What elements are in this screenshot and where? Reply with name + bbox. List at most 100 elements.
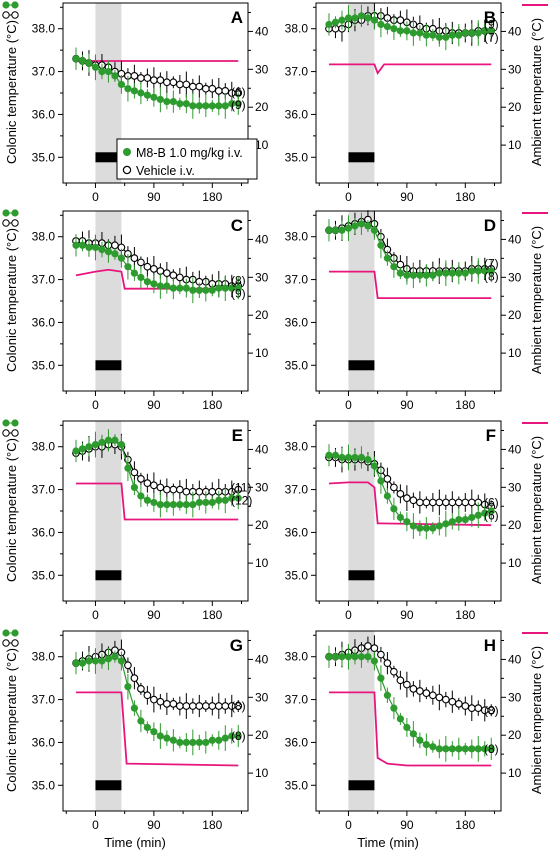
panel-g-treatment-symbol — [11, 629, 19, 637]
panel-f: 35.0 36.0 37.0 38.0 10 20 30 40 0 90 180 (6)(6) F — [285, 420, 548, 622]
panel-f-treatment-point — [370, 462, 379, 470]
panel-d-xtick-label: 0 — [345, 398, 352, 412]
panel-b-treatment-point — [383, 22, 392, 31]
panel-f-xtick-label: 0 — [345, 608, 352, 622]
panel-a-treatment-point — [163, 97, 171, 106]
panel-e-treatment-point — [72, 447, 80, 455]
panel-f-xtick-label: 90 — [400, 608, 414, 622]
panel-e-vehicle-symbol — [2, 429, 10, 437]
panel-a-vehicle-point — [163, 78, 171, 87]
panel-e-vehicle-point — [143, 479, 152, 487]
panel-a-vehicle-point — [156, 76, 165, 84]
panel-f-treatment-point — [481, 509, 489, 517]
panel-b-treatment-point — [487, 27, 495, 35]
panel-c-xtick-label: 90 — [147, 398, 161, 412]
panel-g-y2tick-label: 10 — [255, 766, 269, 780]
panel-e-y2tick-label: 40 — [255, 442, 269, 456]
panel-b-y2tick-label: 30 — [508, 62, 522, 76]
panel-d-ytick-label: 35.0 — [285, 358, 309, 372]
panel-h-series-treatment — [325, 643, 495, 762]
panel-a-y2tick-label: 10 — [255, 138, 269, 152]
panel-f-ytick-label: 37.0 — [285, 483, 309, 497]
panel-e-treatment-point — [78, 445, 87, 453]
panel-a-treatment-point — [124, 85, 132, 93]
panel-f-treatment-point — [429, 524, 437, 532]
panel-g-vehicle-point — [156, 697, 165, 706]
panel-h-treatment-point — [338, 653, 346, 661]
panel-g: 35.0 36.0 37.0 38.0 10 20 30 40 0 90 180 (8) (8) G — [2, 629, 269, 832]
panel-e-treatment-point — [234, 494, 242, 502]
panel-e-treatment-point — [182, 500, 190, 509]
panel-g-vehicle-point — [137, 685, 145, 693]
panel-e-treatment-point — [104, 436, 113, 444]
panel-h-treatment-point — [351, 653, 359, 661]
panel-h-ytick-label: 35.0 — [285, 778, 309, 792]
panel-g-treatment-point — [85, 657, 93, 665]
panel-g-ytick-label: 37.0 — [32, 693, 56, 707]
panel-h-xtick-label: 0 — [345, 818, 352, 832]
panel-a-vehicle-point — [201, 84, 210, 93]
panel-a-treatment-point — [91, 63, 100, 71]
panel-b-treatment-point — [325, 20, 333, 29]
panel-h-treatment-point — [331, 653, 340, 661]
panel-a-treatment-point — [215, 102, 223, 110]
panel-f-xtick-label: 180 — [455, 608, 475, 622]
panel-f-treatment-point — [338, 453, 346, 462]
panel-b-treatment-point — [377, 20, 385, 29]
panel-c-ytick-label: 38.0 — [32, 230, 56, 244]
panel-g-treatment-point — [182, 738, 190, 747]
panel-h-treatment-point — [403, 723, 411, 732]
panel-c-frame — [62, 210, 249, 392]
panel-e-treatment-point — [156, 500, 164, 509]
panel-g-vehicle-point — [201, 702, 210, 710]
panel-d-treatment-point — [435, 269, 443, 277]
panel-f-vehicle-point — [448, 498, 457, 507]
panel-f-treatment-point — [325, 451, 333, 459]
panel-g-xtick-label: 90 — [147, 818, 161, 832]
panel-a-treatment-point — [130, 87, 139, 95]
panel-c-treatment-point — [137, 273, 145, 282]
panel-f-treatment-point — [422, 524, 430, 532]
panel-g-treatment-point — [189, 738, 197, 747]
panel-g-vehicle-point — [188, 702, 197, 710]
panel-g-vehicle-point — [163, 700, 171, 708]
panel-h-treatment-point — [487, 745, 495, 753]
panel-a-vehicle-symbol — [2, 11, 10, 19]
panel-e-n-label-treatment: (12) — [231, 493, 252, 507]
panel-f-vehicle-point — [435, 498, 444, 507]
panel-g-vehicle-point — [234, 702, 243, 710]
panel-f-vehicle-point — [422, 498, 431, 507]
panel-a-infusion-bar — [95, 152, 122, 163]
panel-f-treatment-point — [474, 511, 482, 519]
panel-a-treatment-point — [202, 102, 210, 110]
panel-h-n-label-vehicle: (8) — [484, 703, 499, 717]
panel-g-n-label-vehicle: (8) — [231, 699, 246, 713]
panel-c-treatment-point — [91, 243, 100, 252]
panel-g-treatment-point — [143, 723, 151, 732]
panel-f-vehicle-point — [454, 498, 463, 507]
panel-g-ytick-label: 36.0 — [32, 735, 56, 749]
panel-g-treatment-point — [72, 659, 80, 667]
right-axis-label-row-4: Ambient temperature (°C) — [529, 646, 544, 794]
panel-g-vehicle-symbol — [11, 639, 19, 647]
panel-g-treatment-point — [169, 736, 177, 744]
panel-a-treatment-point — [195, 102, 203, 110]
panel-e-n-label-vehicle: (11) — [231, 480, 251, 494]
panel-g-treatment-point — [117, 657, 126, 665]
panel-d-y2tick-label: 20 — [508, 308, 522, 322]
panel-e-treatment-symbol — [11, 419, 19, 427]
panel-d-treatment-point — [403, 271, 411, 279]
panel-g-treatment-point — [78, 659, 87, 667]
panel-f-treatment-point — [351, 453, 359, 462]
panel-b-treatment-point — [474, 29, 482, 37]
panel-d-treatment-point — [357, 220, 366, 228]
panel-b-treatment-point — [409, 29, 417, 37]
panel-c-vehicle-point — [163, 269, 171, 277]
panel-e-treatment-point — [124, 464, 132, 472]
panel-a-y2tick-label: 20 — [255, 100, 269, 114]
panel-h-series-vehicle — [325, 635, 496, 722]
panel-e-vehicle-point — [175, 485, 184, 494]
panel-b-treatment-point — [370, 16, 379, 24]
panel-g-vehicle-point — [208, 702, 217, 710]
panel-d-treatment-point — [383, 254, 392, 262]
